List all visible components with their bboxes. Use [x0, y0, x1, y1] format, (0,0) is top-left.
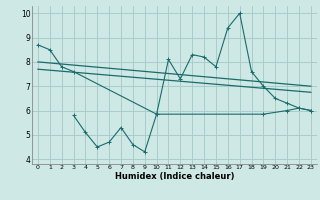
X-axis label: Humidex (Indice chaleur): Humidex (Indice chaleur)	[115, 172, 234, 181]
